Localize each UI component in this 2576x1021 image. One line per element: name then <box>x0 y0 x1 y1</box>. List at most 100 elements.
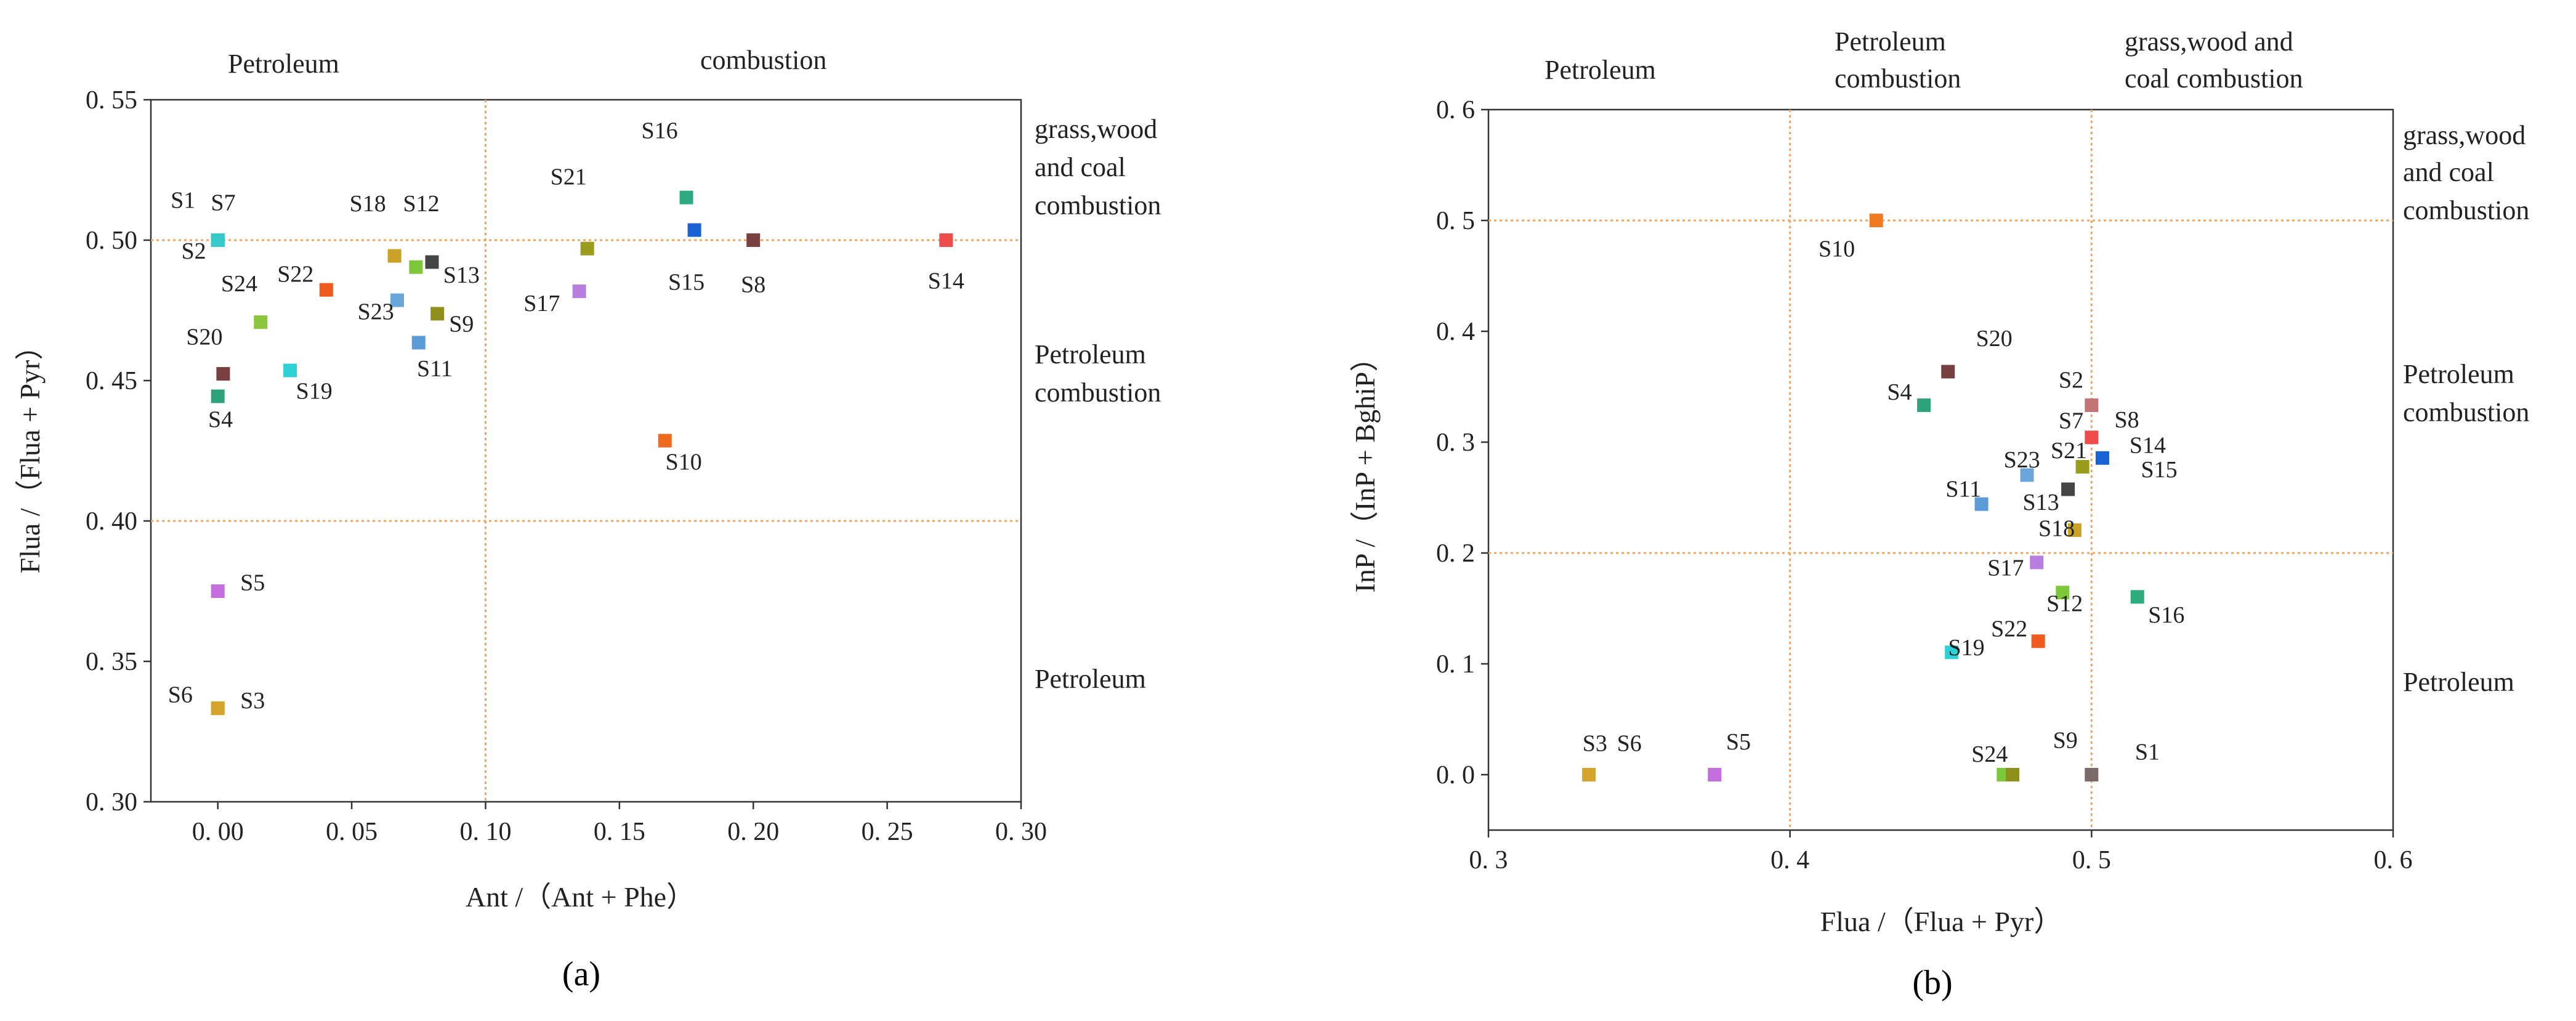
point-label: S11 <box>1945 477 1981 502</box>
y-tick-label: 0. 50 <box>86 227 137 255</box>
point-label: S20 <box>186 325 222 350</box>
x-axis-title-a: Ant /（Ant + Phe） <box>466 881 695 913</box>
data-point <box>2085 430 2099 445</box>
x-tick-label: 0. 20 <box>727 818 779 846</box>
region-label-top-petcomb-line1-b: Petroleum <box>1835 26 1946 57</box>
y-tick-label: 0. 5 <box>1436 207 1475 235</box>
plot-frame-a <box>150 99 1022 803</box>
point-label: S1 <box>2135 740 2160 765</box>
point-label: S12 <box>2046 591 2083 617</box>
point-label: S9 <box>2053 727 2078 753</box>
data-point <box>1974 497 1989 511</box>
point-label: S10 <box>666 450 702 475</box>
point-label: S21 <box>2051 438 2087 464</box>
region-label-right-grass-line1-b: grass,wood <box>2403 120 2526 150</box>
data-point <box>2061 482 2075 496</box>
data-point <box>679 190 693 204</box>
region-label-right-grass-line3-b: combustion <box>2403 195 2529 225</box>
data-point <box>1708 768 1722 781</box>
point-label: S2 <box>181 238 206 264</box>
x-tick-label: 0. 30 <box>995 818 1047 846</box>
data-point <box>254 315 268 329</box>
point-label: S6 <box>168 682 193 708</box>
point-label: S5 <box>1726 729 1751 755</box>
point-label: S15 <box>668 270 705 296</box>
point-label: S7 <box>211 190 235 216</box>
y-tick-label: 0. 40 <box>86 507 137 536</box>
point-label: S3 <box>1583 731 1607 757</box>
x-axis-title-b: Flua /（Flua + Pyr） <box>1820 906 2062 937</box>
region-label-top-petroleum-b: Petroleum <box>1544 55 1656 85</box>
region-label-right-petcomb-line1-b: Petroleum <box>2403 359 2514 389</box>
data-point <box>216 367 230 381</box>
point-label: S15 <box>2141 457 2177 483</box>
data-point <box>580 241 594 256</box>
y-tick-label: 0. 30 <box>86 788 137 817</box>
y-axis-title-b: InP /（InP + BghiP） <box>1349 344 1381 593</box>
point-label: S22 <box>1991 616 2027 642</box>
point-label: S13 <box>2022 490 2059 515</box>
data-point <box>2130 590 2144 604</box>
region-label-right-petcomb-line2-b: combustion <box>2403 397 2529 427</box>
point-label: S12 <box>403 191 440 217</box>
region-label-right-petcomb-line1: Petroleum <box>1035 339 1146 369</box>
region-label-top-petcomb-line2-b: combustion <box>1835 63 1961 94</box>
point-label: S19 <box>296 379 333 405</box>
data-point <box>2031 634 2045 648</box>
point-label: S7 <box>2059 408 2083 434</box>
data-point <box>2075 459 2089 474</box>
x-tick-label: 0. 3 <box>1469 846 1508 874</box>
panel-a: 0. 00 0. 05 0. 10 0. 15 0. 20 0. 25 0. 30 0. 30… <box>14 45 1161 993</box>
panel-b: 0. 3 0. 4 0. 5 0. 6 0. 0 0. 1 0. 2 0. 3 0. 4 0. 5… <box>1349 26 2529 1002</box>
y-tick-label: 0. 2 <box>1436 539 1475 568</box>
x-tick-label: 0. 15 <box>594 818 645 846</box>
data-point <box>687 223 701 237</box>
point-label: S22 <box>277 261 313 287</box>
panel-caption-b: (b) <box>1912 964 1952 1002</box>
region-label-right-petroleum-b: Petroleum <box>2403 667 2514 697</box>
x-tick-label: 0. 00 <box>192 818 244 846</box>
data-point <box>2006 768 2020 781</box>
y-tick-label: 0. 55 <box>86 86 137 115</box>
data-point <box>1869 214 1883 227</box>
point-label: S14 <box>2130 432 2166 458</box>
point-label: S11 <box>417 356 453 382</box>
point-label: S23 <box>2004 447 2040 473</box>
data-point <box>1945 645 1959 660</box>
data-point <box>1917 398 1931 413</box>
data-point <box>2020 468 2034 482</box>
data-point <box>411 336 426 350</box>
data-point <box>572 284 586 298</box>
data-point <box>409 260 423 274</box>
data-point <box>2085 768 2099 781</box>
point-label: S18 <box>350 191 386 217</box>
region-label-top-petroleum: Petroleum <box>228 49 339 79</box>
region-label-right-grass-line2: and coal <box>1035 152 1126 182</box>
y-tick-label: 0. 45 <box>86 367 137 395</box>
point-label: S1 <box>171 188 195 214</box>
data-point <box>425 255 439 269</box>
data-point <box>939 233 953 247</box>
x-tick-label: 0. 5 <box>2072 846 2111 874</box>
y-tick-label: 0. 6 <box>1436 96 1475 124</box>
data-point <box>746 233 761 247</box>
y-tick-label: 0. 0 <box>1436 761 1475 789</box>
region-label-right-grass-line2-b: and coal <box>2403 157 2494 187</box>
point-label: S8 <box>741 272 765 297</box>
data-point <box>2056 586 2070 600</box>
region-label-right-grass-line3: combustion <box>1035 190 1161 220</box>
point-label: S17 <box>523 291 560 317</box>
x-tick-label: 0. 6 <box>2374 846 2413 874</box>
region-label-top-combustion: combustion <box>700 45 826 75</box>
data-point <box>283 363 297 377</box>
data-point <box>658 434 672 448</box>
data-point <box>2067 523 2081 537</box>
region-label-top-grass-line2-b: coal combustion <box>2125 63 2303 94</box>
point-label: S3 <box>240 688 265 714</box>
axes-a: 0. 00 0. 05 0. 10 0. 15 0. 20 0. 25 0. 30 0. 30… <box>86 86 1047 846</box>
reference-lines-b <box>1488 110 2393 830</box>
point-label: S2 <box>2059 367 2083 393</box>
point-label: S24 <box>221 271 257 297</box>
